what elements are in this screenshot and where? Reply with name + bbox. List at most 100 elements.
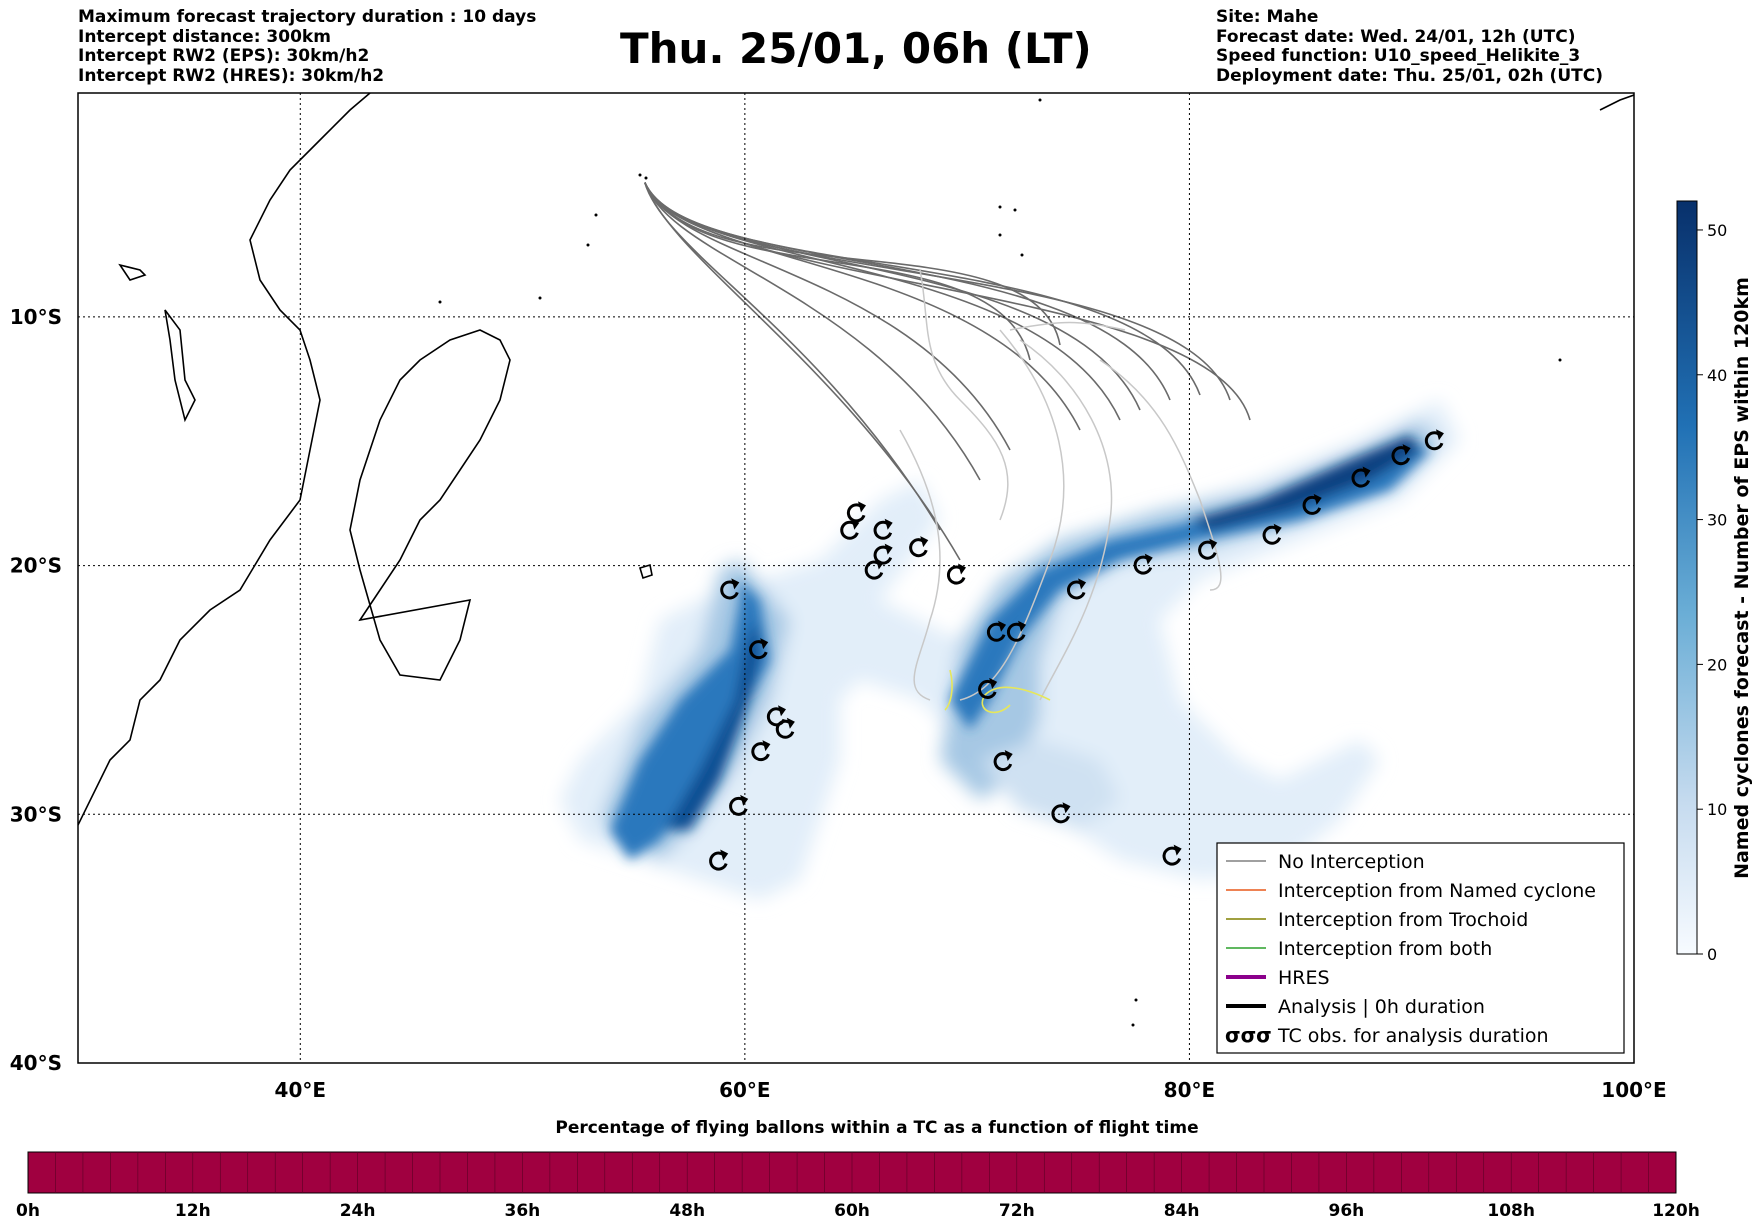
reunion-coastline <box>639 563 653 580</box>
header-left-line: Maximum forecast trajectory duration : 1… <box>78 7 537 27</box>
lat-tick-label: 40°S <box>10 1051 62 1075</box>
legend-box <box>1216 842 1625 1054</box>
header-left-line: Intercept RW2 (HRES): 30km/h2 <box>78 65 385 86</box>
bottom-colorbar: 0h 12h 24h 36h 48h 60h 72h 84h 96h 108h 120h <box>16 1151 1700 1221</box>
trajectory-no-interception <box>919 269 1009 521</box>
bottom-colorbar-tick: 60h <box>834 1201 870 1221</box>
trajectory-no-interception <box>644 182 961 561</box>
trajectory-trochoid-segment <box>944 669 953 711</box>
tc-symbol <box>1066 578 1087 600</box>
tc-observations <box>709 429 1444 871</box>
right-colorbar-tick: 50 <box>1707 221 1727 240</box>
tc-symbol <box>978 677 998 699</box>
island-coastline <box>164 309 196 423</box>
lon-tick-label: 40°E <box>275 1078 327 1102</box>
tc-symbol <box>909 536 929 558</box>
tc-symbol <box>840 518 860 540</box>
map-legend: No Interception Interception from Named c… <box>1216 842 1625 1054</box>
legend-item-label: Interception from Named cyclone <box>1278 880 1596 902</box>
legend-item-label: No Interception <box>1278 851 1425 873</box>
tc-symbol <box>946 563 967 585</box>
lon-tick-label: 80°E <box>1164 1078 1216 1102</box>
bottom-colorbar-tick: 48h <box>669 1201 705 1221</box>
legend-item-label: HRES <box>1278 967 1330 989</box>
tc-symbol <box>775 717 795 739</box>
bottom-colorbar-tick: 24h <box>340 1201 376 1221</box>
trajectory-no-interception <box>644 182 941 531</box>
bottom-colorbar-tick: 36h <box>505 1201 541 1221</box>
right-colorbar-bar <box>1676 200 1698 955</box>
lat-tick-label: 20°S <box>10 554 62 578</box>
madagascar-coastline <box>349 329 511 681</box>
tc-symbol <box>1006 620 1027 642</box>
header-right-line: Site: Mahe <box>1216 7 1319 27</box>
legend-item-label: Interception from both <box>1278 938 1492 960</box>
tc-symbol <box>846 501 866 523</box>
cyclone-density-field <box>560 400 1460 900</box>
trajectory-no-interception <box>644 182 981 481</box>
tc-symbol <box>749 638 769 660</box>
trajectory-no-interception <box>644 182 1061 346</box>
map-axis-ticks: 40°E 60°E 80°E 100°E 10°S 20°S 30°S 40°S <box>10 305 1667 1102</box>
tc-symbol <box>751 740 771 762</box>
trajectory-no-interception <box>1019 339 1113 701</box>
tc-symbol <box>864 558 884 580</box>
tc-symbol <box>1133 553 1153 575</box>
trajectory-no-interception <box>1009 321 1126 331</box>
legend-item-label: TC obs. for analysis duration <box>1277 1025 1549 1047</box>
australia-coastline <box>1599 94 1634 111</box>
africa-coastline <box>78 93 371 826</box>
small-islands <box>438 98 1562 1027</box>
right-colorbar-tick: 40 <box>1707 366 1727 385</box>
legend-item-label: Interception from Trochoid <box>1278 909 1528 931</box>
lon-tick-label: 100°E <box>1601 1078 1666 1102</box>
trajectory-no-interception <box>959 329 1065 701</box>
trajectory-trochoid-segment <box>981 686 1051 714</box>
header-right-line: Forecast date: Wed. 24/01, 12h (UTC) <box>1216 26 1576 47</box>
map-grid <box>78 93 1634 1063</box>
tc-symbol <box>1051 802 1071 824</box>
bottom-colorbar-tick: 0h <box>16 1201 40 1221</box>
tc-symbol <box>720 578 740 600</box>
trajectory-no-interception <box>644 182 1171 401</box>
tc-symbol <box>1351 466 1371 488</box>
header-left-line: Intercept RW2 (EPS): 30km/h2 <box>78 46 370 66</box>
right-colorbar-tick: 20 <box>1707 655 1727 674</box>
right-colorbar-tick: 30 <box>1707 511 1727 530</box>
right-colorbar-label: Named cyclones forecast - Number of EPS … <box>1731 277 1753 879</box>
tc-symbol <box>1198 538 1218 560</box>
right-colorbar-tick: 10 <box>1707 800 1727 819</box>
coastlines <box>78 93 1634 826</box>
lat-tick-label: 10°S <box>10 305 62 329</box>
trajectory-no-interception <box>644 182 1141 411</box>
tc-symbol <box>986 620 1007 642</box>
tc-symbol <box>1391 444 1411 466</box>
header-left: Maximum forecast trajectory duration : 1… <box>78 7 537 86</box>
bottom-colorbar-tick: 120h <box>1652 1201 1700 1221</box>
bottom-colorbar-tick: 84h <box>1164 1201 1200 1221</box>
bottom-colorbar-tick: 108h <box>1487 1201 1535 1221</box>
bottom-colorbar-tick: 12h <box>175 1201 211 1221</box>
tc-symbol <box>1424 429 1444 451</box>
trajectory-no-interception <box>644 182 1231 401</box>
bottom-colorbar-tick: 96h <box>1329 1201 1365 1221</box>
trajectory-no-interception <box>899 429 941 701</box>
tc-symbol <box>993 750 1013 772</box>
tc-symbol <box>873 543 893 565</box>
right-colorbar-tick: 0 <box>1707 945 1717 964</box>
header-right-line: Speed function: U10_speed_Helikite_3 <box>1216 46 1581 66</box>
header-left-line: Intercept distance: 300km <box>78 26 331 47</box>
legend-symbol: σσσ <box>1225 1023 1272 1047</box>
tc-symbol <box>709 849 729 871</box>
trajectory-no-interception <box>1099 359 1222 591</box>
map-title: Thu. 25/01, 06h (LT) <box>620 24 1092 73</box>
tc-symbol <box>873 518 893 540</box>
lon-tick-label: 60°E <box>719 1078 771 1102</box>
tc-symbol <box>729 794 749 816</box>
tc-symbol <box>1262 523 1282 545</box>
trajectory-no-interception <box>644 182 1081 431</box>
bottom-colorbar-title: Percentage of flying ballons within a TC… <box>555 1118 1199 1138</box>
map-frame <box>77 92 1635 1064</box>
tc-symbol <box>1162 844 1182 866</box>
trajectory-no-interception <box>644 182 1251 421</box>
